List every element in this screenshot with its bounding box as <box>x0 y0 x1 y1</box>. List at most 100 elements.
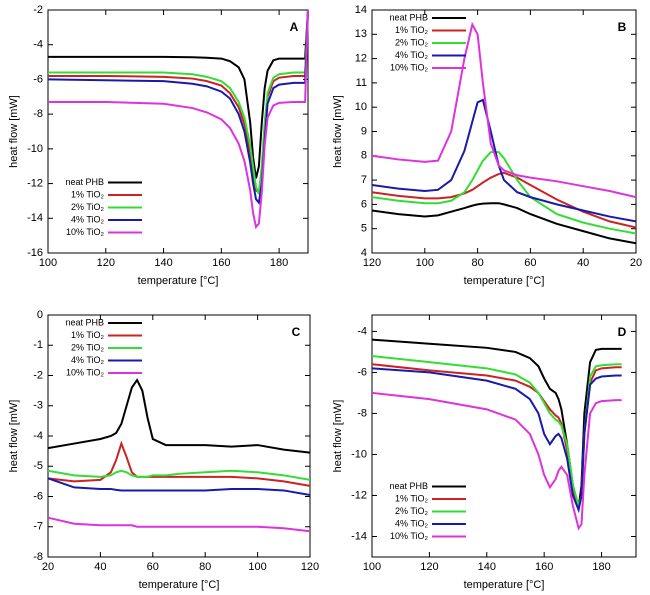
series-line <box>47 378 311 454</box>
panel-label: A <box>290 20 299 34</box>
y-tick-label: -5 <box>33 460 43 472</box>
x-tick-label: 80 <box>471 257 483 269</box>
series-line <box>48 9 309 195</box>
y-tick-label: 7 <box>361 174 367 186</box>
legend-label: 2% TiO₂ <box>71 202 105 212</box>
y-tick-label: -14 <box>27 212 43 224</box>
series-line <box>371 363 622 512</box>
x-tick-label: 180 <box>270 257 288 269</box>
panel-label: D <box>618 325 627 339</box>
y-tick-label: 10 <box>355 101 367 113</box>
x-tick-label: 120 <box>420 561 438 573</box>
legend-label: neat PHB <box>65 317 104 327</box>
legend-label: 4% TiO₂ <box>71 214 105 224</box>
series-line <box>371 21 637 199</box>
y-tick-label: -16 <box>27 247 43 259</box>
x-tick-label: 120 <box>97 257 115 269</box>
plot-frame <box>47 9 309 254</box>
y-tick-label: -8 <box>33 551 43 563</box>
y-tick-label: 13 <box>355 28 367 40</box>
y-tick-label: -6 <box>357 366 367 378</box>
x-tick-label: 140 <box>154 257 172 269</box>
x-tick-label: 20 <box>42 561 54 573</box>
y-tick-label: -10 <box>27 143 43 155</box>
series-line <box>371 391 622 531</box>
y-tick-label: -8 <box>357 407 367 419</box>
y-tick-label: -12 <box>27 177 43 189</box>
y-tick-label: 5 <box>361 223 367 235</box>
x-tick-label: 20 <box>630 257 642 269</box>
y-tick-label: -10 <box>351 448 367 460</box>
x-tick-label: 120 <box>363 257 381 269</box>
x-tick-label: 100 <box>416 257 434 269</box>
x-tick-label: 100 <box>248 561 266 573</box>
series-line <box>47 9 309 206</box>
x-tick-label: 140 <box>478 561 496 573</box>
x-tick-label: 60 <box>147 561 159 573</box>
x-axis-label: temperature [°C] <box>464 275 545 287</box>
legend-label: 4% TiO₂ <box>395 518 429 528</box>
panel-label: B <box>618 20 627 34</box>
legend-label: 10% TiO₂ <box>66 227 105 237</box>
y-tick-label: 4 <box>361 247 367 259</box>
legend-label: 1% TiO₂ <box>395 493 429 503</box>
y-tick-label: -1 <box>33 339 43 351</box>
series-line <box>371 355 622 510</box>
series-line <box>371 338 622 509</box>
y-axis-label: heat flow [mW] <box>332 400 344 473</box>
x-tick-label: 60 <box>524 257 536 269</box>
legend-label: 2% TiO₂ <box>71 342 105 352</box>
series-line <box>48 9 309 179</box>
series-line <box>47 477 311 496</box>
legend-label: 4% TiO₂ <box>395 50 429 60</box>
legend-label: 1% TiO₂ <box>71 189 105 199</box>
legend-label: 2% TiO₂ <box>395 37 429 47</box>
y-tick-label: 11 <box>356 77 367 89</box>
y-tick-label: -14 <box>351 530 367 542</box>
y-tick-label: 12 <box>355 53 367 65</box>
x-tick-label: 160 <box>212 257 230 269</box>
y-tick-label: 6 <box>361 198 367 210</box>
legend-label: 10% TiO₂ <box>66 367 105 377</box>
x-tick-label: 40 <box>94 561 106 573</box>
y-tick-label: -6 <box>33 73 43 85</box>
legend-label: 10% TiO₂ <box>390 531 429 541</box>
y-axis-label: heat flow [mW] <box>8 95 20 168</box>
y-tick-label: -12 <box>351 489 367 501</box>
y-tick-label: -4 <box>33 39 43 51</box>
x-tick-label: 100 <box>39 257 57 269</box>
y-tick-label: 0 <box>37 309 43 321</box>
legend-label: 1% TiO₂ <box>395 25 429 35</box>
series-line <box>47 516 311 533</box>
x-axis-label: temperature [°C] <box>139 579 220 591</box>
y-tick-label: -3 <box>33 400 43 412</box>
y-axis-label: heat flow [mW] <box>8 400 20 473</box>
y-tick-label: 14 <box>355 4 367 16</box>
legend-label: neat PHB <box>389 12 428 22</box>
y-tick-label: -7 <box>33 521 43 533</box>
y-tick-label: -4 <box>357 325 367 337</box>
panel-label: C <box>292 325 301 339</box>
legend-label: 1% TiO₂ <box>71 330 105 340</box>
series-line <box>371 202 637 245</box>
x-axis-label: temperature [°C] <box>138 275 219 287</box>
legend-label: 4% TiO₂ <box>71 355 105 365</box>
legend-label: neat PHB <box>389 481 428 491</box>
y-tick-label: 9 <box>361 125 367 137</box>
x-tick-label: 180 <box>592 561 610 573</box>
x-tick-label: 120 <box>301 561 319 573</box>
series-line <box>47 469 311 481</box>
series-line <box>371 367 622 514</box>
y-tick-label: -6 <box>33 490 43 502</box>
legend-label: neat PHB <box>65 177 104 187</box>
series-line <box>371 151 637 235</box>
series-line <box>48 9 309 230</box>
plot-frame <box>371 314 637 558</box>
legend-label: 10% TiO₂ <box>390 62 429 72</box>
y-tick-label: -2 <box>33 4 43 16</box>
y-tick-label: -8 <box>33 108 43 120</box>
y-tick-label: -4 <box>33 430 43 442</box>
y-tick-label: 8 <box>361 150 367 162</box>
series-line <box>371 171 637 229</box>
